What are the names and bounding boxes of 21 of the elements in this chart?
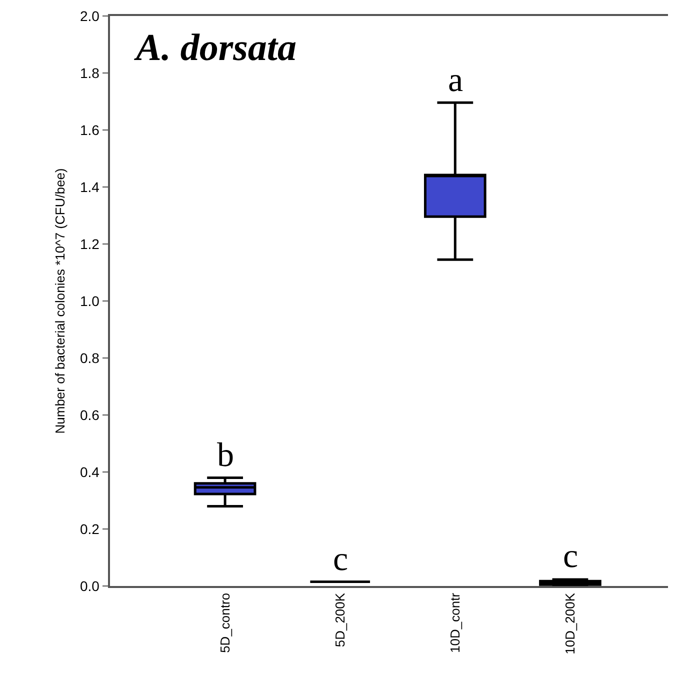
y-tick-label: 0.4	[80, 464, 100, 480]
y-tick-label: 0.6	[80, 406, 100, 423]
y-tick-label: 2.0	[80, 8, 100, 24]
x-tick-label: 5D_contro	[217, 592, 232, 653]
annotation: c	[563, 538, 578, 575]
y-tick-label: 1.8	[80, 64, 100, 81]
chart-title: A. dorsata	[134, 27, 296, 69]
y-tick-label: 0.2	[80, 520, 100, 537]
y-tick-label: 1.0	[80, 292, 100, 309]
x-tick-label: 5D_200K	[332, 592, 348, 648]
x-tick-label: 10D_contr	[447, 592, 462, 653]
y-tick-label: 0.8	[80, 350, 100, 366]
y-tick-label: 1.6	[80, 122, 100, 138]
y-tick-label: 0.0	[80, 578, 100, 594]
y-axis-title: Number of bacterial colonies *10^7 (CFU/bee)	[52, 168, 68, 434]
annotation: c	[333, 541, 348, 578]
annotation: a	[448, 62, 464, 99]
x-tick-label: 10D_200K	[562, 592, 578, 654]
annotation: b	[217, 437, 234, 474]
y-tick-label: 1.4	[80, 178, 100, 195]
y-tick-label: 1.2	[80, 236, 100, 252]
